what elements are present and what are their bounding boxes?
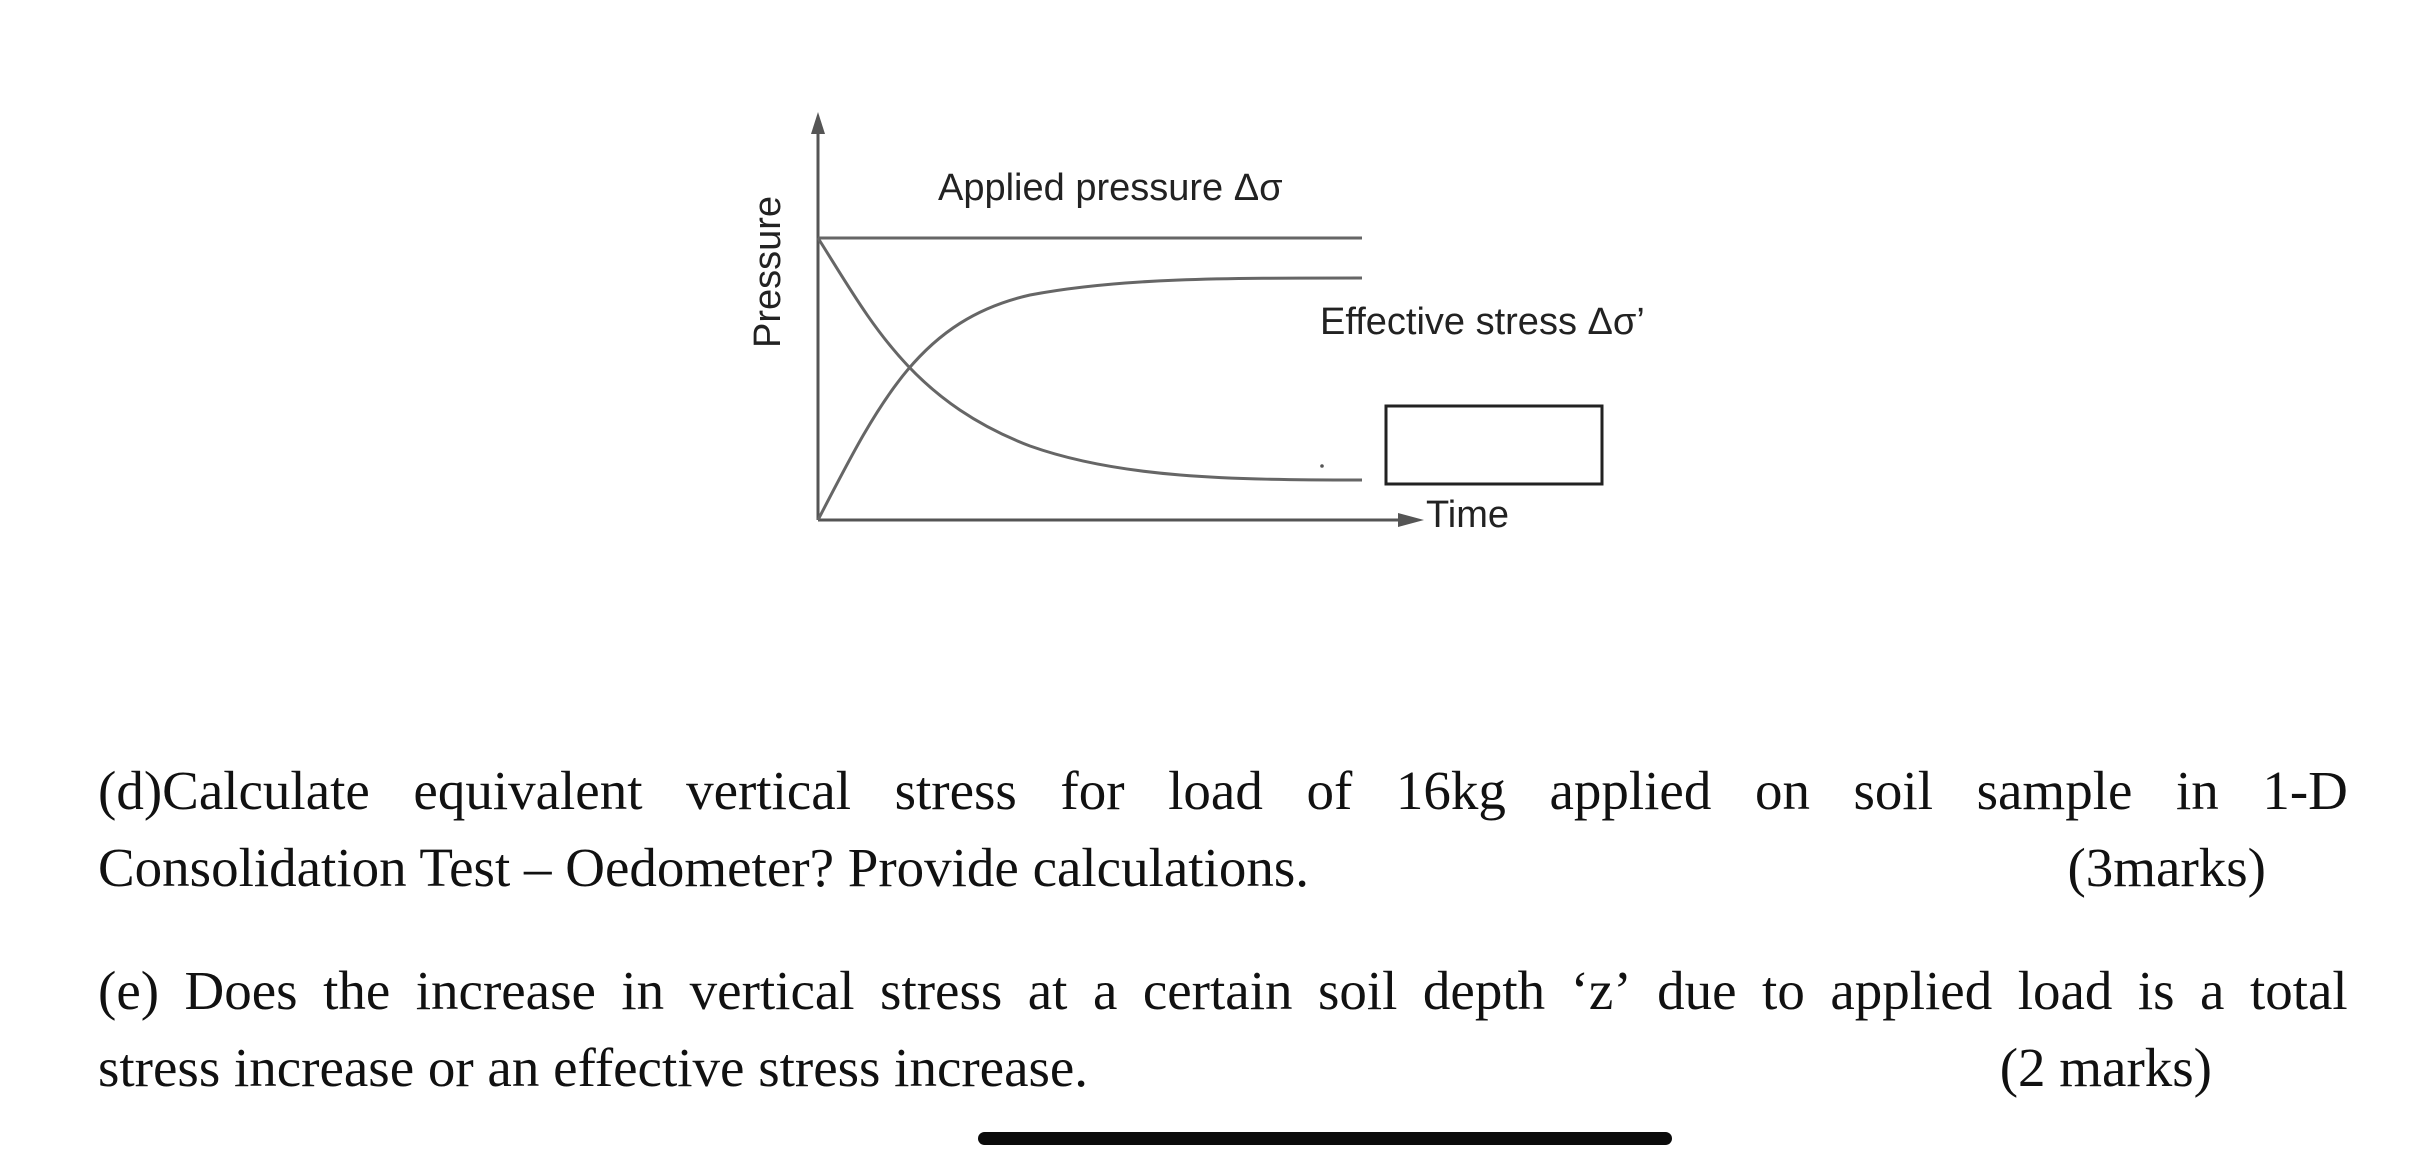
x-axis-arrowhead <box>1398 513 1424 527</box>
question-e-line2: stress increase or an effective stress i… <box>98 1029 2348 1106</box>
question-d-word: for <box>1060 760 1125 821</box>
question-e-word: load <box>2017 960 2113 1021</box>
question-d-word: soil <box>1853 760 1933 821</box>
question-e-text-line2: stress increase or an effective stress i… <box>98 1037 1089 1098</box>
question-d-marks: (3marks) <box>2067 837 2266 898</box>
effective-stress-curve <box>816 276 1363 521</box>
question-e-word: depth <box>1422 960 1546 1021</box>
question-d: (d)Calculate equivalent vertical stress for l… <box>98 752 2348 906</box>
question-e-word: stress <box>880 960 1003 1021</box>
question-e-word: applied <box>1830 960 1993 1021</box>
question-e-word: a <box>1092 960 1118 1021</box>
pressure-axis-label: Pressure <box>747 196 789 348</box>
question-e-word: Does <box>184 960 298 1021</box>
excess-pore-pressure-curve <box>816 237 1363 482</box>
y-axis-arrowhead <box>811 112 825 134</box>
pressure-time-diagram: Applied pressure Δσ Effective stress Δσ’… <box>747 112 1645 536</box>
question-e-word: the <box>323 960 391 1021</box>
question-d-word: vertical <box>686 760 851 821</box>
curve-dot <box>1320 464 1324 468</box>
question-e-word: total <box>2249 960 2348 1021</box>
question-e-word: to <box>1762 960 1805 1021</box>
question-e-word: in <box>621 960 665 1021</box>
question-d-text-line2: Consolidation Test – Oedometer? Provide … <box>98 837 1309 898</box>
question-e-word: soil <box>1317 960 1398 1021</box>
question-d-word: of <box>1306 760 1353 821</box>
question-e: (e) Does the increase in vertical stress at a cer… <box>98 952 2348 1106</box>
question-e-word: due <box>1657 960 1737 1021</box>
question-e-word: increase <box>415 960 596 1021</box>
question-d-word: (d)Calculate <box>98 760 370 821</box>
question-e-line1: (e) Does the increase in vertical stress at a cer… <box>98 952 2348 1029</box>
question-e-word: at <box>1027 960 1068 1021</box>
question-e-word: certain <box>1142 960 1293 1021</box>
question-d-word: in <box>2175 760 2219 821</box>
question-e-word: (e) <box>98 960 160 1021</box>
question-d-line2: Consolidation Test – Oedometer? Provide … <box>98 829 2348 906</box>
home-indicator-bar[interactable] <box>978 1132 1672 1145</box>
question-d-word: stress <box>894 760 1017 821</box>
question-e-word: ‘z’ <box>1570 960 1632 1021</box>
question-d-word: applied <box>1549 760 1712 821</box>
blank-answer-box <box>1384 404 1604 486</box>
question-d-line1: (d)Calculate equivalent vertical stress for l… <box>98 752 2348 829</box>
question-d-word: sample <box>1976 760 2133 821</box>
question-d-word: 16kg <box>1395 760 1506 821</box>
question-d-word: equivalent <box>413 760 643 821</box>
applied-pressure-label: Applied pressure Δσ <box>938 167 1283 209</box>
question-d-word: on <box>1754 760 1810 821</box>
question-e-word: a <box>2200 960 2225 1021</box>
question-d-word: 1-D <box>2262 760 2348 821</box>
question-e-word: is <box>2137 960 2175 1021</box>
time-axis-label: Time <box>1426 494 1509 536</box>
effective-stress-label: Effective stress Δσ’ <box>1320 301 1645 343</box>
question-e-word: vertical <box>689 960 855 1021</box>
question-e-marks: (2 marks) <box>1999 1037 2212 1098</box>
question-d-word: load <box>1168 760 1263 821</box>
